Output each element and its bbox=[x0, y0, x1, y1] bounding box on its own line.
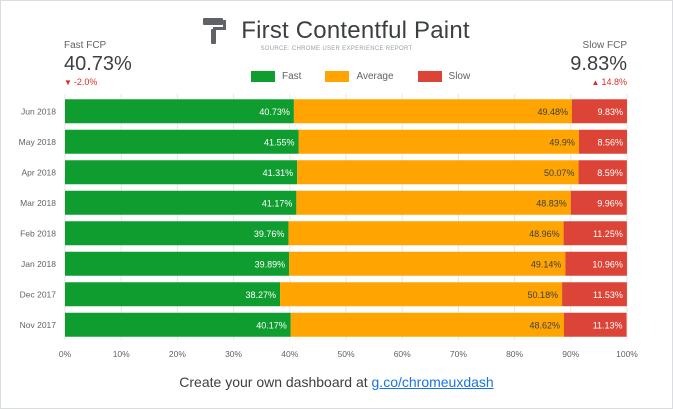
x-tick-label: 60% bbox=[394, 349, 411, 359]
x-tick-label: 90% bbox=[562, 349, 579, 359]
bar-slow bbox=[562, 282, 627, 307]
bar-fast bbox=[65, 251, 290, 276]
y-category-label: Jun 2018 bbox=[21, 106, 56, 116]
x-tick-label: 50% bbox=[337, 349, 354, 359]
data-label-fast: 38.27% bbox=[246, 290, 277, 300]
data-label-fast: 40.73% bbox=[259, 107, 290, 117]
x-tick-label: 0% bbox=[59, 349, 72, 359]
paint-roller-icon bbox=[203, 18, 227, 44]
bar-average bbox=[290, 312, 564, 337]
title-row: First Contentful Paint bbox=[0, 14, 673, 48]
legend-item-fast[interactable]: Fast bbox=[251, 71, 301, 82]
legend-swatch-slow bbox=[417, 71, 442, 82]
legend-item-average[interactable]: Average bbox=[325, 71, 394, 82]
data-label-average: 48.96% bbox=[529, 229, 560, 239]
fast-fcp-change-value: -2.0% bbox=[73, 77, 98, 87]
bar-average bbox=[288, 221, 564, 246]
bar-slow bbox=[570, 190, 627, 215]
bar-average bbox=[280, 282, 563, 307]
chart-legend: Fast Average Slow bbox=[251, 71, 494, 82]
fast-fcp-kpi: Fast FCP 40.73% ▼ -2.0% bbox=[64, 40, 132, 87]
x-tick-label: 30% bbox=[225, 349, 242, 359]
bar-fast bbox=[65, 160, 298, 185]
data-label-slow: 9.83% bbox=[597, 107, 623, 117]
y-category-label: Feb 2018 bbox=[20, 228, 56, 238]
data-label-slow: 9.96% bbox=[597, 198, 623, 208]
bar-slow bbox=[578, 160, 627, 185]
data-label-fast: 41.31% bbox=[263, 168, 294, 178]
y-category-label: Apr 2018 bbox=[22, 167, 57, 177]
fast-fcp-label: Fast FCP bbox=[64, 40, 107, 51]
bar-slow bbox=[565, 251, 627, 276]
x-tick-label: 80% bbox=[506, 349, 523, 359]
slow-fcp-label: Slow FCP bbox=[582, 40, 627, 51]
x-tick-label: 70% bbox=[450, 349, 467, 359]
y-category-label: Jan 2018 bbox=[21, 259, 56, 269]
legend-label-average: Average bbox=[356, 71, 394, 82]
data-label-average: 48.62% bbox=[529, 320, 560, 330]
legend-label-fast: Fast bbox=[282, 71, 302, 82]
slow-fcp-value: 9.83% bbox=[570, 53, 627, 75]
data-label-slow: 11.13% bbox=[593, 320, 623, 330]
data-label-average: 49.9% bbox=[549, 137, 575, 147]
x-tick-label: 10% bbox=[113, 349, 130, 359]
y-category-label: Mar 2018 bbox=[20, 198, 56, 208]
legend-label-slow: Slow bbox=[448, 71, 471, 82]
bar-slow bbox=[571, 99, 627, 124]
slow-fcp-change: ▲ 14.8% bbox=[570, 77, 627, 87]
arrow-up-icon: ▲ bbox=[591, 78, 600, 87]
data-label-average: 49.14% bbox=[531, 259, 562, 269]
bar-fast bbox=[65, 282, 281, 307]
bar-average bbox=[298, 129, 579, 154]
fast-fcp-change: ▼ -2.0% bbox=[64, 77, 132, 87]
bar-fast bbox=[65, 129, 299, 154]
data-label-slow: 8.56% bbox=[597, 137, 623, 147]
legend-item-slow[interactable]: Slow bbox=[417, 71, 471, 82]
footer: Create your own dashboard at g.co/chrome… bbox=[0, 374, 673, 390]
x-tick-label: 100% bbox=[616, 349, 638, 359]
bar-average bbox=[297, 160, 579, 185]
chart-title: First Contentful Paint bbox=[241, 17, 470, 44]
y-category-label: Nov 2017 bbox=[20, 320, 57, 330]
data-label-fast: 41.17% bbox=[262, 198, 293, 208]
data-label-fast: 41.55% bbox=[264, 137, 295, 147]
bar-fast bbox=[65, 99, 294, 124]
data-label-average: 49.48% bbox=[537, 107, 568, 117]
y-category-label: May 2018 bbox=[19, 137, 57, 147]
bar-average bbox=[296, 190, 571, 215]
data-label-fast: 39.89% bbox=[255, 259, 286, 269]
bar-average bbox=[289, 251, 566, 276]
bar-fast bbox=[65, 312, 291, 337]
legend-swatch-fast bbox=[251, 71, 275, 82]
bar-fast bbox=[65, 221, 289, 246]
fast-fcp-value: 40.73% bbox=[64, 53, 132, 75]
data-label-slow: 11.53% bbox=[593, 290, 623, 300]
dashboard-link[interactable]: g.co/chromeuxdash bbox=[371, 374, 494, 390]
footer-text: Create your own dashboard at bbox=[179, 374, 372, 390]
data-label-fast: 40.17% bbox=[256, 320, 287, 330]
x-tick-label: 20% bbox=[169, 349, 186, 359]
bar-slow bbox=[578, 129, 627, 154]
data-label-slow: 8.59% bbox=[597, 168, 623, 178]
bar-slow bbox=[563, 312, 627, 337]
data-label-average: 50.18% bbox=[528, 290, 559, 300]
legend-swatch-average bbox=[325, 71, 350, 82]
slow-fcp-change-value: 14.8% bbox=[601, 77, 627, 87]
data-label-slow: 10.96% bbox=[592, 259, 623, 269]
bar-fast bbox=[65, 190, 297, 215]
bar-average bbox=[293, 99, 572, 124]
arrow-down-icon: ▼ bbox=[64, 78, 72, 87]
stacked-bar-chart: 0% 10% 20% 30% 40% 50% 60% 70% 80% 90% 100% Jun 201… bbox=[19, 94, 638, 359]
bar-slow bbox=[563, 221, 627, 246]
data-label-fast: 39.76% bbox=[254, 229, 285, 239]
x-tick-label: 40% bbox=[281, 349, 298, 359]
chart-source: SOURCE: CHROME USER EXPERIENCE REPORT bbox=[260, 46, 413, 52]
data-label-average: 48.83% bbox=[536, 198, 567, 208]
slow-fcp-kpi: Slow FCP 9.83% ▲ 14.8% bbox=[570, 40, 627, 87]
data-label-slow: 11.25% bbox=[593, 229, 623, 239]
y-category-label: Dec 2017 bbox=[20, 289, 57, 299]
data-label-average: 50.07% bbox=[544, 168, 575, 178]
